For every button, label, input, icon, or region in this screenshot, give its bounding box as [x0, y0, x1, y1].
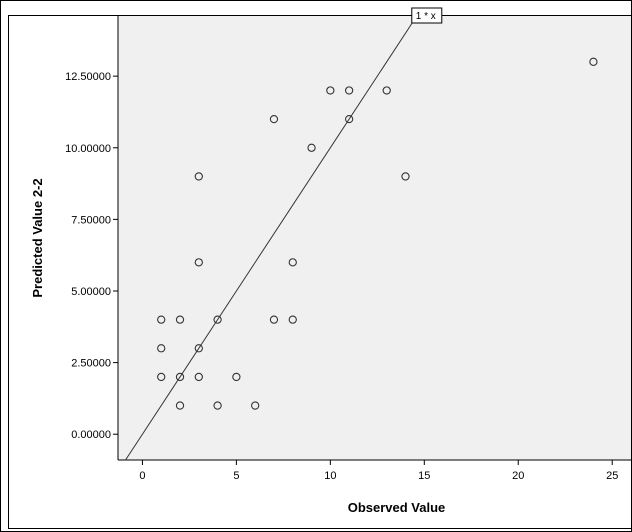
data-point [194, 172, 203, 181]
x-tick-label: 5 [233, 470, 239, 482]
data-point [194, 258, 203, 267]
data-point [157, 315, 166, 324]
data-points [157, 57, 598, 410]
data-point [288, 315, 297, 324]
x-tick-label: 0 [139, 470, 145, 482]
data-point [589, 57, 598, 66]
y-tick-label: 5.00000 [71, 286, 111, 298]
data-point [382, 86, 391, 95]
data-point [269, 315, 279, 324]
data-point [269, 114, 279, 124]
reference-line-label-text: 1 * x [416, 11, 436, 22]
data-point [232, 372, 241, 382]
y-tick-label: 12.50000 [65, 71, 111, 83]
data-point [175, 372, 185, 382]
data-point [344, 114, 354, 124]
y-axis: 0.00000 2.50000 5.00000 7.50000 10.00000 12.5… [65, 71, 118, 441]
data-point [401, 172, 410, 181]
data-point [213, 315, 222, 324]
data-point [288, 258, 297, 267]
reference-line [125, 15, 418, 461]
x-axis-title: Observed Value [348, 500, 446, 515]
data-point [194, 372, 203, 382]
data-point [157, 344, 166, 353]
data-point [251, 401, 260, 410]
y-axis-title: Predicted Value 2-2 [30, 178, 45, 297]
y-tick-label: 0.00000 [71, 429, 111, 441]
data-point [307, 143, 316, 152]
data-point [175, 401, 185, 410]
reference-line-label: 1 * x [411, 7, 443, 24]
data-point [157, 372, 166, 382]
x-tick-label: 10 [324, 470, 336, 482]
data-point [194, 344, 203, 353]
y-tick-label: 10.00000 [65, 143, 111, 155]
data-point [175, 315, 185, 324]
data-point [213, 401, 222, 410]
x-tick-label: 25 [606, 470, 618, 482]
data-point [326, 86, 335, 95]
data-point [344, 86, 354, 95]
x-tick-label: 20 [512, 470, 524, 482]
x-axis: 0 5 10 15 20 25 [139, 460, 618, 482]
x-tick-label: 15 [418, 470, 430, 482]
y-tick-label: 7.50000 [71, 214, 111, 226]
y-tick-label: 2.50000 [71, 358, 111, 370]
plot-area [118, 16, 631, 460]
reference-line-label-box [411, 7, 443, 24]
